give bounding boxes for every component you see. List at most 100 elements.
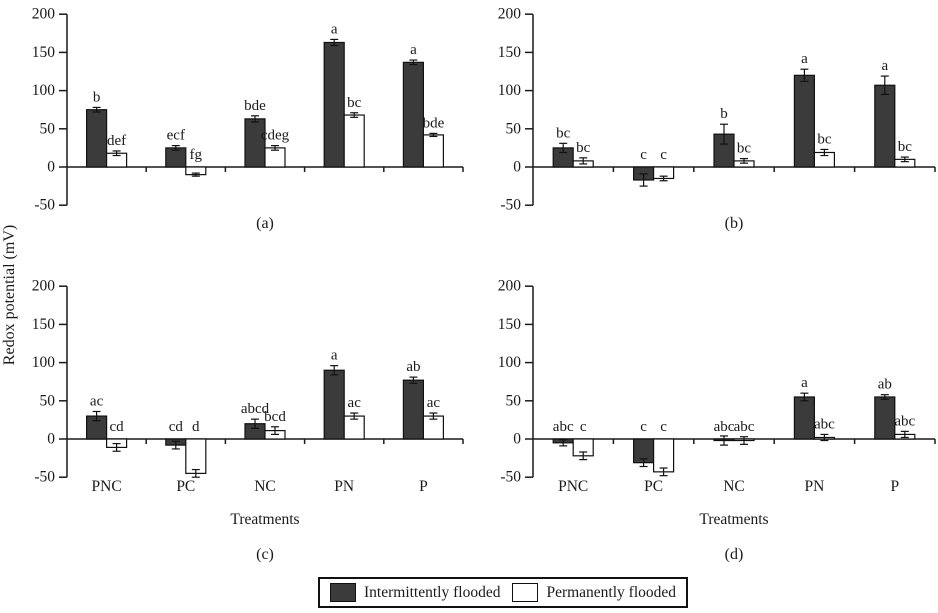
- significance-letter: a: [331, 21, 338, 37]
- bar-permanent-p: [422, 134, 444, 168]
- legend-item-permanently-flooded: Permanently flooded: [512, 583, 676, 602]
- bar-intermittent-pn: [793, 396, 816, 440]
- category-label: PN: [804, 478, 824, 495]
- significance-letter: bc: [737, 141, 752, 157]
- bar-intermittent-pnc: [85, 109, 108, 168]
- y-tick-label: 50: [40, 392, 56, 409]
- significance-letter: abcd: [241, 401, 270, 417]
- category-label: PN: [334, 478, 354, 495]
- bar-intermittent-p: [402, 379, 424, 440]
- y-tick-label: 200: [32, 6, 56, 23]
- category-label: NC: [723, 478, 745, 495]
- category-label: NC: [254, 478, 276, 495]
- significance-letter: abc: [734, 419, 755, 435]
- bar-permanent-pc: [185, 438, 207, 474]
- significance-letter: bc: [556, 125, 571, 141]
- significance-letter: d: [192, 419, 200, 435]
- y-tick-label: -50: [34, 197, 55, 214]
- significance-letter: a: [801, 51, 808, 67]
- y-axis-title: Redox potential (mV): [1, 225, 18, 365]
- significance-letter: abc: [894, 413, 915, 429]
- significance-letter: cdeg: [261, 128, 290, 144]
- y-tick-label: 0: [47, 159, 55, 176]
- permanent-flooded-swatch: [512, 583, 539, 602]
- bar-intermittent-pn: [793, 74, 816, 168]
- significance-letter: a: [331, 348, 338, 364]
- category-label: PC: [176, 478, 195, 495]
- legend-label-permanent: Permanently flooded: [546, 583, 677, 601]
- y-tick-label: 150: [32, 316, 56, 333]
- panel-caption: (b): [725, 215, 744, 232]
- y-tick-label: 0: [47, 431, 55, 448]
- significance-letter: cd: [110, 419, 125, 435]
- panel-caption: (d): [725, 546, 744, 563]
- y-tick-label: 150: [498, 44, 522, 61]
- bar-permanent-pn: [343, 114, 365, 168]
- significance-letter: ac: [348, 395, 362, 411]
- significance-letter: b: [93, 89, 101, 105]
- bar-intermittent-pn: [323, 369, 345, 440]
- y-tick-label: -50: [500, 197, 521, 214]
- y-tick-label: -50: [34, 469, 55, 486]
- category-label: PNC: [92, 478, 122, 495]
- y-tick-label: 200: [498, 278, 522, 295]
- y-tick-label: 150: [498, 316, 522, 333]
- y-tick-label: -50: [500, 469, 521, 486]
- significance-letter: ecf: [167, 128, 185, 144]
- significance-letter: bc: [347, 95, 362, 111]
- significance-letter: bc: [817, 131, 832, 147]
- intermittent-flooded-swatch: [330, 583, 356, 602]
- x-axis-title: Treatments: [699, 511, 768, 528]
- significance-letter: bcd: [264, 409, 286, 425]
- category-label: P: [419, 478, 428, 495]
- significance-letter: abc: [814, 416, 835, 432]
- significance-letter: c: [580, 419, 587, 435]
- y-tick-label: 150: [32, 44, 56, 61]
- significance-letter: ac: [427, 395, 441, 411]
- panel-caption: (a): [256, 215, 274, 232]
- y-tick-label: 100: [32, 82, 56, 99]
- significance-letter: ac: [90, 393, 104, 409]
- y-tick-label: 100: [498, 82, 522, 99]
- significance-letter: c: [640, 419, 647, 435]
- y-tick-label: 100: [498, 354, 522, 371]
- category-label: P: [890, 478, 899, 495]
- legend-label-intermittent: Intermittently flooded: [364, 583, 501, 601]
- significance-letter: ab: [878, 377, 892, 393]
- y-tick-label: 200: [32, 278, 56, 295]
- significance-letter: c: [640, 147, 647, 163]
- legend-item-intermittently-flooded: Intermittently flooded: [330, 583, 500, 602]
- y-tick-label: 50: [40, 120, 56, 137]
- y-tick-label: 200: [498, 6, 522, 23]
- significance-letter: bc: [576, 140, 591, 156]
- bar-intermittent-p: [402, 61, 424, 168]
- significance-letter: ab: [406, 359, 420, 375]
- y-tick-label: 0: [513, 159, 521, 176]
- y-tick-label: 50: [506, 120, 522, 137]
- y-tick-label: 100: [32, 354, 56, 371]
- panel-caption: (c): [256, 546, 274, 563]
- significance-letter: b: [720, 106, 728, 122]
- y-tick-label: 50: [506, 392, 522, 409]
- significance-letter: a: [801, 375, 808, 391]
- significance-letter: abc: [553, 419, 574, 435]
- bar-intermittent-p: [874, 84, 896, 168]
- significance-letter: a: [410, 42, 417, 58]
- significance-letter: bc: [898, 139, 913, 155]
- y-tick-label: 0: [513, 431, 521, 448]
- bar-intermittent-p: [874, 396, 896, 440]
- significance-letter: def: [107, 133, 126, 149]
- significance-letter: fg: [190, 147, 203, 163]
- legend: Intermittently flooded Permanently flood…: [318, 577, 689, 608]
- significance-letter: cd: [169, 419, 184, 435]
- significance-letter: bde: [244, 98, 266, 114]
- significance-letter: c: [660, 419, 667, 435]
- panel-a: 200 150 100 50 0 -50 b ecf bde a a def fg cdeg bc bde (a…: [32, 6, 464, 232]
- significance-letter: bde: [423, 115, 445, 131]
- significance-letter: c: [660, 147, 667, 163]
